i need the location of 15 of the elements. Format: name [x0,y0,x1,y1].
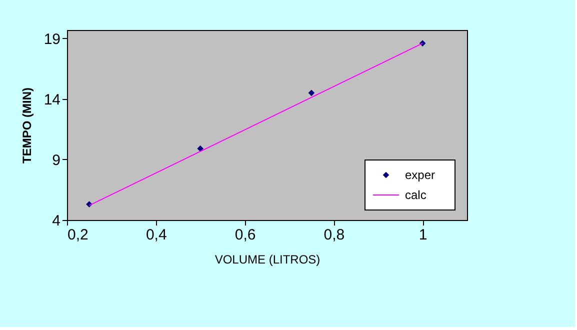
x-tick-label: 0,8 [324,226,345,244]
legend-label: exper [405,168,436,182]
point [197,145,204,152]
y-tick-label: 19 [44,30,60,48]
y-tick-label: 14 [44,91,60,108]
y-axis-title: TEMPO (MIN) [20,88,34,164]
point [308,90,315,96]
x-tick-label: 1 [418,226,428,244]
y-tick-label: 4 [52,212,60,230]
x-tick-label: 0,4 [146,226,167,244]
x-axis-title: VOLUME (LITROS) [214,252,320,266]
legend-label: calc [405,188,426,202]
y-tick-label: 9 [52,152,60,169]
x-tick-label: 0,2 [68,226,88,244]
x-tick-label: 0,6 [234,226,256,244]
